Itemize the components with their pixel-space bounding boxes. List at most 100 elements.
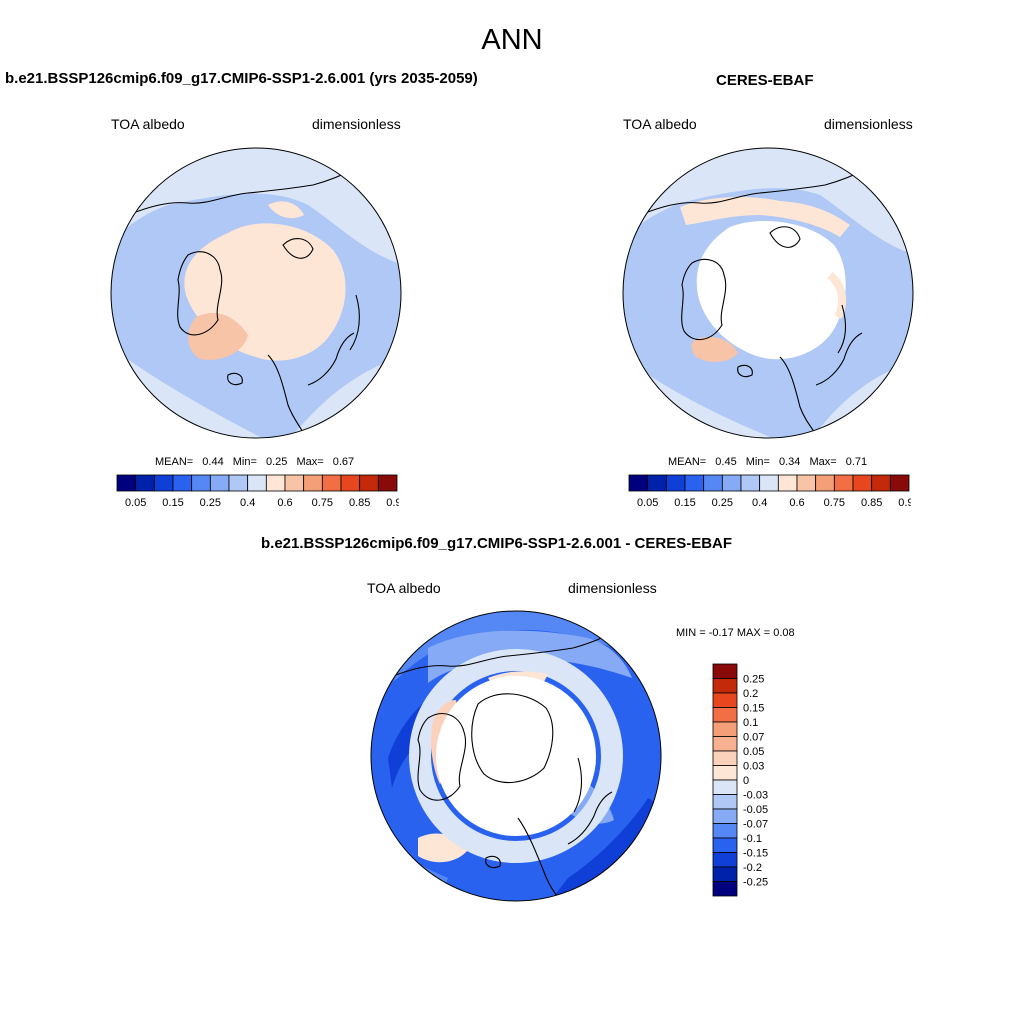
obs-variable-label: TOA albedo <box>623 116 697 132</box>
obs-colorbar-swatch <box>871 474 891 492</box>
model-max-label: Max= <box>296 456 324 468</box>
diff-colorbar-tick-label: -0.2 <box>743 862 762 874</box>
obs-colorbar-tick-label: 0.15 <box>674 497 695 509</box>
obs-colorbar-tick-label: 0.85 <box>861 497 882 509</box>
diff-minmax-text: MIN = -0.17 MAX = 0.08 <box>676 627 795 639</box>
model-colorbar-swatch <box>359 474 379 492</box>
diff-colorbar-swatch <box>712 765 738 781</box>
model-units-label: dimensionless <box>312 116 401 132</box>
diff-colorbar-swatch <box>712 808 738 824</box>
model-colorbar-swatch <box>116 474 137 492</box>
diff-units-label: dimensionless <box>568 580 657 596</box>
model-colorbar-swatch <box>209 474 230 492</box>
obs-colorbar: 0.05 0.15 0.25 0.4 0.6 0.75 0.85 0.95 <box>628 474 911 509</box>
model-mean-label: MEAN= <box>155 456 194 468</box>
diff-colorbar-swatch <box>712 678 738 694</box>
diff-colorbar-swatch <box>712 663 738 679</box>
diff-colorbar-tick-label: 0.05 <box>743 746 764 758</box>
model-colorbar-swatch <box>228 474 249 492</box>
model-variable-label: TOA albedo <box>111 116 185 132</box>
model-panel-title: b.e21.BSSP126cmip6.f09_g17.CMIP6-SSP1-2.… <box>5 70 478 87</box>
diff-colorbar-swatch <box>712 866 738 882</box>
diff-panel-title: b.e21.BSSP126cmip6.f09_g17.CMIP6-SSP1-2.… <box>261 535 733 552</box>
obs-min-value: 0.34 <box>778 456 801 468</box>
obs-polar-map <box>622 147 914 439</box>
diff-colorbar-swatch <box>712 750 738 766</box>
model-colorbar-swatch <box>340 474 361 492</box>
model-colorbar-tick-label: 0.4 <box>240 497 255 509</box>
model-min-value: 0.25 <box>265 456 288 468</box>
model-colorbar-swatch <box>172 474 193 492</box>
obs-colorbar-swatch <box>647 474 667 492</box>
obs-max-value: 0.71 <box>845 456 868 468</box>
model-colorbar-tick-label: 0.25 <box>200 497 221 509</box>
model-mean-value: 0.44 <box>202 456 224 468</box>
obs-min-label: Min= <box>745 456 770 468</box>
diff-colorbar-tick-label: -0.05 <box>743 804 768 816</box>
obs-colorbar-swatch <box>740 474 761 492</box>
model-colorbar-swatch <box>303 474 323 492</box>
model-colorbar-tick-label: 0.6 <box>277 497 292 509</box>
diff-colorbar-tick-label: 0.2 <box>743 688 758 700</box>
model-colorbar-tick-label: 0.05 <box>125 497 146 509</box>
diff-colorbar-swatch <box>712 881 738 897</box>
diff-colorbar-swatch <box>712 721 738 737</box>
model-colorbar-swatch <box>284 474 305 492</box>
diff-colorbar-tick-label: 0.03 <box>743 761 764 773</box>
obs-colorbar-swatch <box>759 474 779 492</box>
diff-colorbar-tick-label: -0.03 <box>743 790 768 802</box>
model-colorbar-swatch <box>191 474 211 492</box>
model-colorbar-tick-label: 0.75 <box>312 497 333 509</box>
diff-colorbar-tick-label: 0.07 <box>743 732 764 744</box>
obs-colorbar-swatch <box>628 474 649 492</box>
diff-colorbar-swatch <box>712 837 738 853</box>
diff-colorbar-swatch <box>712 736 738 752</box>
obs-colorbar-tick-label: 0.75 <box>824 497 845 509</box>
model-colorbar: 0.05 0.15 0.25 0.4 0.6 0.75 0.85 0.95 <box>116 474 399 509</box>
diff-colorbar-tick-label: -0.1 <box>743 833 762 845</box>
diff-colorbar-swatch <box>712 707 738 723</box>
diff-colorbar: 0.25 0.2 0.15 0.1 0.07 0.05 0.03 0 -0.03 -0.05 -0.… <box>712 663 768 897</box>
model-colorbar-swatch <box>135 474 155 492</box>
obs-colorbar-swatch <box>684 474 705 492</box>
obs-colorbar-swatch <box>833 474 854 492</box>
model-polar-map <box>110 147 402 439</box>
obs-colorbar-swatch <box>703 474 723 492</box>
model-colorbar-swatch <box>247 474 267 492</box>
model-stats: MEAN= 0.44 Min= 0.25 Max= 0.67 <box>155 456 365 468</box>
diff-colorbar-tick-label: 0.1 <box>743 717 758 729</box>
model-colorbar-swatch <box>377 474 398 492</box>
model-min-label: Min= <box>232 456 257 468</box>
obs-colorbar-swatch <box>777 474 798 492</box>
diff-colorbar-swatch <box>712 823 738 839</box>
obs-colorbar-tick-label: 0.6 <box>789 497 804 509</box>
obs-colorbar-tick-label: 0.95 <box>898 497 911 509</box>
model-colorbar-tick-label: 0.15 <box>162 497 183 509</box>
diff-colorbar-tick-label: 0 <box>743 775 749 787</box>
obs-units-label: dimensionless <box>824 116 913 132</box>
diff-colorbar-swatch <box>712 794 738 810</box>
model-colorbar-tick-label: 0.85 <box>349 497 370 509</box>
main-title: ANN <box>481 24 543 56</box>
obs-colorbar-swatch <box>852 474 873 492</box>
model-colorbar-swatch <box>153 474 174 492</box>
diff-variable-label: TOA albedo <box>367 580 441 596</box>
model-colorbar-swatch <box>265 474 286 492</box>
obs-mean-label: MEAN= <box>668 456 707 468</box>
model-colorbar-swatch <box>321 474 342 492</box>
obs-colorbar-swatch <box>665 474 686 492</box>
diff-colorbar-tick-label: -0.25 <box>743 877 768 889</box>
model-max-value: 0.67 <box>332 456 355 468</box>
obs-colorbar-tick-label: 0.4 <box>752 497 767 509</box>
obs-mean-value: 0.45 <box>715 456 737 468</box>
diff-colorbar-swatch <box>712 852 738 868</box>
diff-colorbar-swatch <box>712 692 738 708</box>
diff-colorbar-tick-label: -0.15 <box>743 848 768 860</box>
obs-colorbar-tick-label: 0.05 <box>637 497 658 509</box>
diff-colorbar-swatch <box>712 779 738 795</box>
obs-colorbar-swatch <box>721 474 742 492</box>
model-colorbar-tick-label: 0.95 <box>386 497 399 509</box>
obs-colorbar-swatch <box>796 474 817 492</box>
obs-colorbar-tick-label: 0.25 <box>712 497 733 509</box>
diff-colorbar-tick-label: 0.25 <box>743 674 764 686</box>
